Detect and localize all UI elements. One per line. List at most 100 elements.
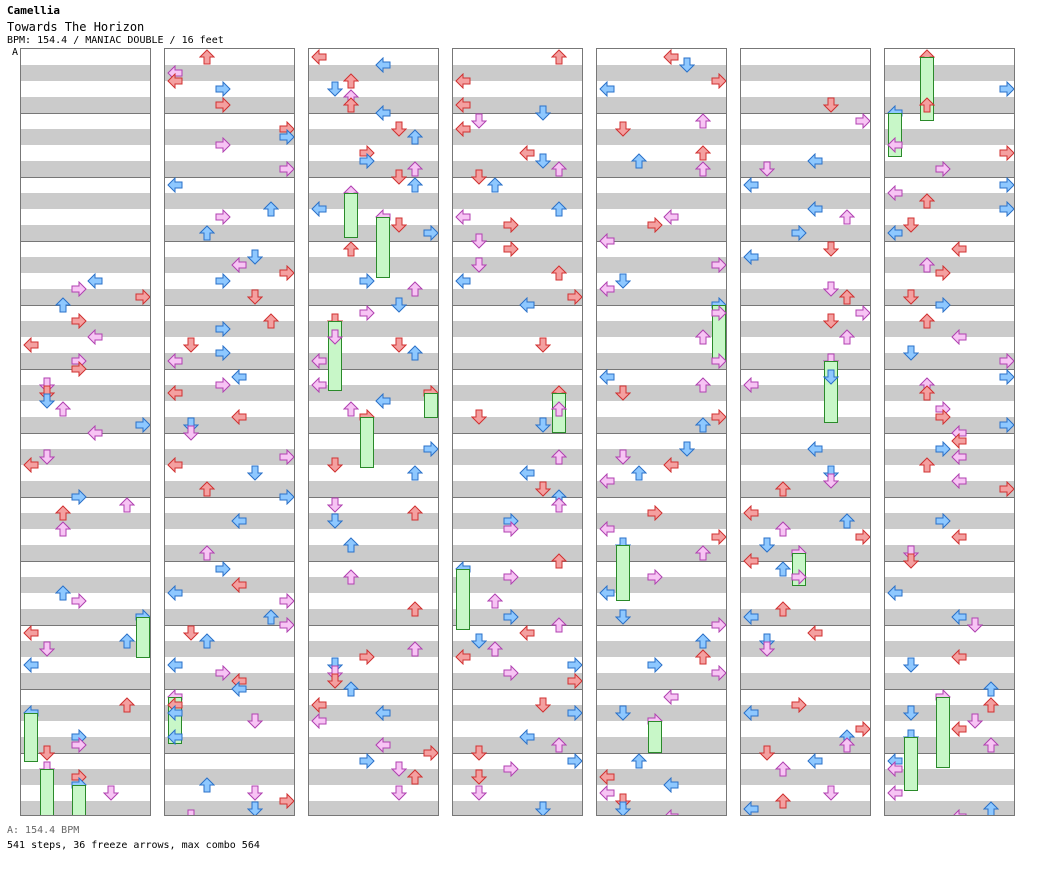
step-arrow-icon <box>599 784 615 802</box>
step-arrow-icon <box>534 801 552 815</box>
step-arrow-icon <box>423 440 438 458</box>
step-arrow-icon <box>550 449 568 465</box>
measure-line <box>165 753 294 754</box>
step-arrow-icon <box>743 552 759 570</box>
measure-line <box>741 497 870 498</box>
step-arrow-icon <box>23 456 39 474</box>
step-arrow-icon <box>231 256 247 274</box>
step-arrow-icon <box>406 505 424 521</box>
step-arrow-icon <box>87 272 103 290</box>
step-arrow-icon <box>326 81 344 97</box>
step-arrow-icon <box>999 480 1014 498</box>
step-arrow-icon <box>743 800 759 815</box>
step-arrow-icon <box>663 456 679 474</box>
step-arrow-icon <box>951 720 967 738</box>
step-arrow-icon <box>215 344 231 362</box>
step-arrow-icon <box>935 440 951 458</box>
step-arrow-icon <box>951 608 967 626</box>
measure-line <box>453 241 582 242</box>
step-arrow-icon <box>966 713 984 729</box>
step-arrow-icon <box>118 497 136 513</box>
step-arrow-icon <box>455 72 471 90</box>
step-arrow-icon <box>503 216 519 234</box>
step-arrow-icon <box>215 208 231 226</box>
step-arrow-icon <box>918 257 936 273</box>
step-arrow-icon <box>567 656 582 674</box>
step-arrow-icon <box>167 656 183 674</box>
step-arrow-icon <box>822 473 840 489</box>
freeze-arrow <box>136 617 150 658</box>
measure-line <box>309 689 438 690</box>
step-arrow-icon <box>503 240 519 258</box>
bpm-summary: A: 154.4 BPM <box>7 825 80 836</box>
measure-line <box>885 561 1014 562</box>
measure-column <box>20 48 151 816</box>
step-arrow-icon <box>694 161 712 177</box>
measure-line <box>597 113 726 114</box>
step-arrow-icon <box>54 505 72 521</box>
step-arrow-icon <box>23 656 39 674</box>
step-arrow-icon <box>326 329 344 345</box>
measure-line <box>741 625 870 626</box>
step-arrow-icon <box>423 224 438 242</box>
freeze-arrow <box>648 721 662 753</box>
step-arrow-icon <box>774 481 792 497</box>
step-arrow-icon <box>503 664 519 682</box>
step-arrow-icon <box>918 97 936 113</box>
step-arrow-icon <box>406 161 424 177</box>
step-arrow-icon <box>486 593 504 609</box>
step-arrow-icon <box>167 728 183 746</box>
step-arrow-icon <box>663 808 679 815</box>
step-arrow-icon <box>262 313 280 329</box>
step-arrow-icon <box>614 121 632 137</box>
step-arrow-icon <box>71 592 87 610</box>
step-arrow-icon <box>694 649 712 665</box>
step-arrow-icon <box>503 568 519 586</box>
step-arrow-icon <box>215 80 231 98</box>
step-arrow-icon <box>550 497 568 513</box>
step-arrow-icon <box>455 648 471 666</box>
step-arrow-icon <box>902 705 920 721</box>
step-arrow-icon <box>999 176 1014 194</box>
measure-line <box>597 433 726 434</box>
measure-line <box>741 177 870 178</box>
measure-line <box>453 561 582 562</box>
step-arrow-icon <box>774 793 792 809</box>
step-arrow-icon <box>246 289 264 305</box>
song-title: Towards The Horizon <box>7 20 145 34</box>
step-arrow-icon <box>599 520 615 538</box>
step-arrow-icon <box>406 465 424 481</box>
measure-line <box>165 497 294 498</box>
step-arrow-icon <box>519 624 535 642</box>
step-arrow-icon <box>470 113 488 129</box>
song-artist: Camellia <box>7 4 60 17</box>
step-arrow-icon <box>855 720 870 738</box>
measure-line <box>741 433 870 434</box>
freeze-arrow <box>376 217 390 278</box>
step-arrow-icon <box>503 608 519 626</box>
step-arrow-icon <box>743 504 759 522</box>
step-arrow-icon <box>630 465 648 481</box>
step-arrow-icon <box>999 352 1014 370</box>
step-arrow-icon <box>822 369 840 385</box>
step-arrow-icon <box>71 736 87 754</box>
step-arrow-icon <box>406 281 424 297</box>
step-arrow-icon <box>359 304 375 322</box>
step-arrow-icon <box>342 73 360 89</box>
step-arrow-icon <box>519 144 535 162</box>
step-arrow-icon <box>406 601 424 617</box>
step-arrow-icon <box>71 312 87 330</box>
measure-line <box>309 625 438 626</box>
step-arrow-icon <box>71 360 87 378</box>
step-arrow-icon <box>550 553 568 569</box>
step-arrow-icon <box>614 801 632 815</box>
step-arrow-icon <box>711 304 726 322</box>
step-arrow-icon <box>311 200 327 218</box>
step-arrow-icon <box>38 449 56 465</box>
step-arrow-icon <box>38 745 56 761</box>
step-arrow-icon <box>167 384 183 402</box>
step-arrow-icon <box>902 553 920 569</box>
step-arrow-icon <box>807 200 823 218</box>
step-arrow-icon <box>887 760 903 778</box>
step-arrow-icon <box>694 329 712 345</box>
